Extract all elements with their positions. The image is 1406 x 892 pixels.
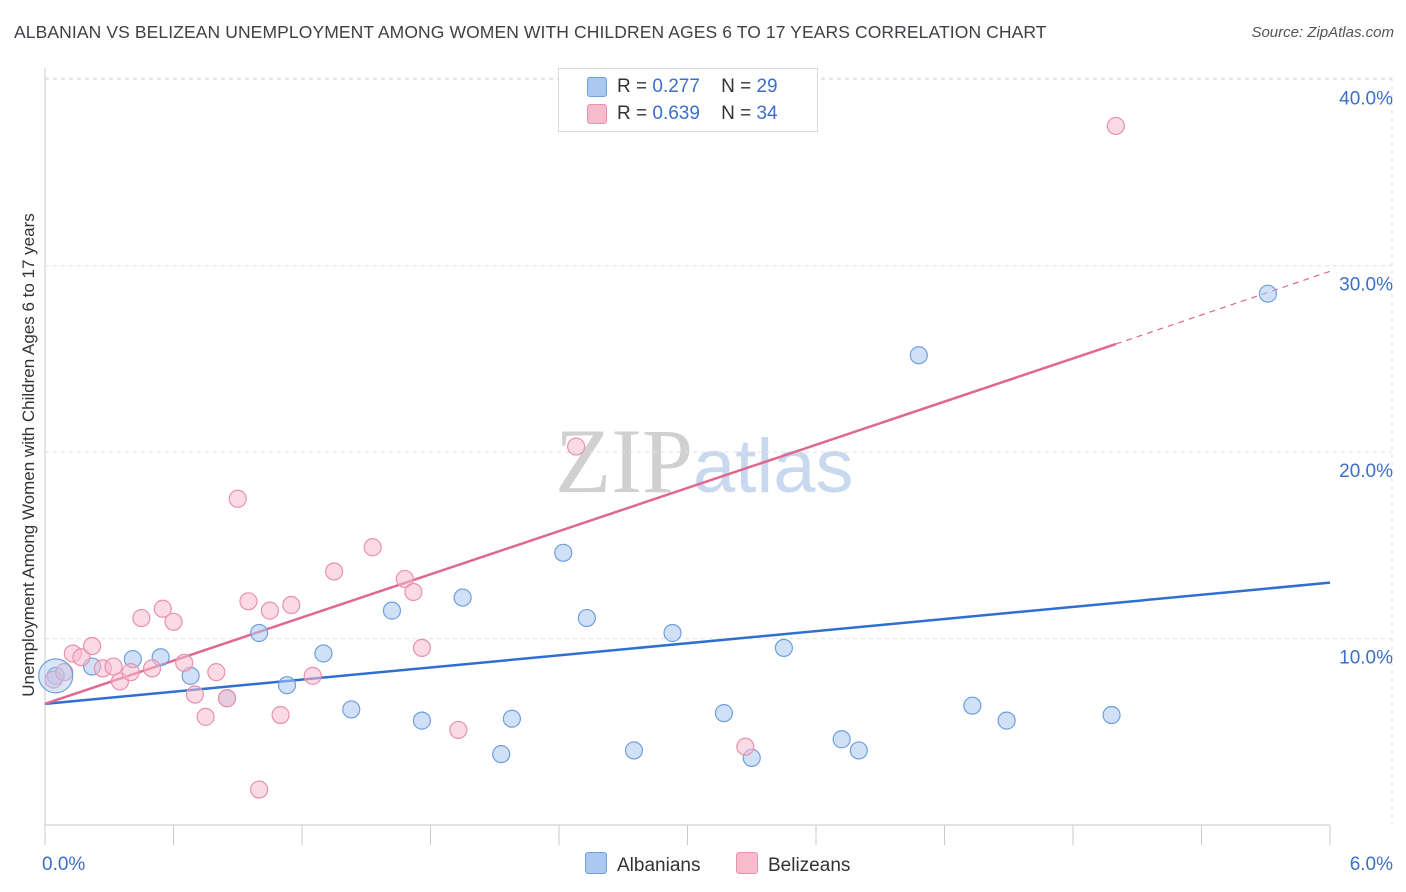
n-label: N = xyxy=(721,76,752,97)
belizean-point xyxy=(303,666,322,685)
x-tick-label: 6.0% xyxy=(1350,854,1393,875)
albanian-point xyxy=(502,709,521,728)
belizean-point xyxy=(1106,116,1125,136)
albanian-point xyxy=(412,711,432,730)
belizean-point xyxy=(185,685,205,704)
belizean-point xyxy=(142,659,162,678)
albanian-point xyxy=(277,676,297,695)
n-value-belizeans: 34 xyxy=(756,103,778,124)
chart-title: ALBANIAN VS BELIZEAN UNEMPLOYMENT AMONG … xyxy=(14,22,1047,42)
belizean-point xyxy=(153,599,172,618)
legend-albanians-text: R = 0.277 N = 29 xyxy=(617,77,778,97)
albanian-point xyxy=(832,730,851,749)
albanian-point xyxy=(577,608,596,628)
albanian-point xyxy=(963,696,982,715)
belizean-point xyxy=(395,569,414,589)
belizean-point xyxy=(121,663,140,682)
belizeans-trend-line xyxy=(44,342,1117,706)
correlation-legend: R = 0.277 N = 29 R = 0.639 N = 34 xyxy=(558,68,818,132)
x-tick-label: 0.0% xyxy=(42,854,85,875)
y-axis-label: Unemployment Among Women with Children A… xyxy=(19,213,38,697)
albanian-point xyxy=(774,638,793,658)
data-points xyxy=(38,116,1277,799)
belizean-point xyxy=(228,489,247,508)
trend-lines xyxy=(44,270,1331,706)
legend-albanians: Albanians xyxy=(585,852,700,877)
belizean-point xyxy=(132,608,151,628)
belizean-point xyxy=(449,720,468,740)
r-value-belizeans: 0.639 xyxy=(652,103,700,124)
albanian-point xyxy=(663,623,682,643)
belizean-point xyxy=(175,653,194,672)
belizeans-legend-label: Belizeans xyxy=(768,855,851,876)
belizean-point xyxy=(239,592,258,611)
albanian-point xyxy=(997,711,1016,730)
belizean-point xyxy=(412,638,432,658)
watermark-atlas: atlas xyxy=(693,424,854,509)
tick-labels: 10.0% 20.0% 30.0% 40.0% 0.0% 6.0% xyxy=(42,88,1393,875)
n-label: N = xyxy=(721,103,752,124)
belizeans-swatch xyxy=(587,104,607,124)
albanians-legend-label: Albanians xyxy=(617,855,701,876)
y-tick-label: 10.0% xyxy=(1339,648,1393,669)
belizean-point xyxy=(164,612,183,631)
albanian-cluster-point xyxy=(38,658,74,694)
belizean-point xyxy=(363,538,382,557)
belizeans-trend-extension xyxy=(1115,270,1331,345)
belizean-point xyxy=(736,737,755,756)
y-tick-label: 20.0% xyxy=(1339,461,1393,482)
belizean-point xyxy=(404,582,423,602)
axes xyxy=(44,68,1331,845)
r-label: R = xyxy=(617,76,648,97)
albanian-point xyxy=(382,601,402,620)
albanian-point xyxy=(909,346,928,365)
belizean-point xyxy=(271,705,290,725)
albanians-swatch xyxy=(587,77,607,97)
albanian-point xyxy=(624,741,644,760)
r-label: R = xyxy=(617,103,648,124)
belizeans-legend-swatch xyxy=(736,852,758,874)
belizean-point xyxy=(217,689,237,708)
albanian-point xyxy=(250,623,269,643)
albanian-point xyxy=(342,700,361,719)
albanian-point xyxy=(453,588,472,607)
belizean-point xyxy=(250,780,269,799)
albanian-point xyxy=(314,644,333,663)
albanian-point xyxy=(1258,284,1277,303)
belizean-point xyxy=(72,648,91,667)
belizean-point xyxy=(196,707,215,726)
belizean-point xyxy=(260,601,279,620)
belizean-point xyxy=(83,636,102,656)
belizean-point xyxy=(567,437,586,456)
n-value-albanians: 29 xyxy=(756,76,778,97)
source-credit: Source: ZipAtlas.com xyxy=(1251,24,1394,41)
albanians-trend-line xyxy=(44,581,1331,706)
y-tick-label: 30.0% xyxy=(1339,275,1393,296)
albanian-point xyxy=(554,543,573,562)
belizean-point xyxy=(325,562,344,581)
y-tick-label: 40.0% xyxy=(1339,88,1393,109)
albanian-point xyxy=(849,741,868,760)
belizean-point xyxy=(282,595,301,615)
legend-belizeans-text: R = 0.639 N = 34 xyxy=(617,104,778,124)
belizean-point xyxy=(207,663,226,682)
r-value-albanians: 0.277 xyxy=(652,76,700,97)
albanian-point xyxy=(1102,705,1121,725)
albanian-point xyxy=(492,745,511,764)
legend-belizeans: Belizeans xyxy=(736,852,850,877)
albanians-legend-swatch xyxy=(585,852,607,874)
albanian-point xyxy=(714,704,734,723)
